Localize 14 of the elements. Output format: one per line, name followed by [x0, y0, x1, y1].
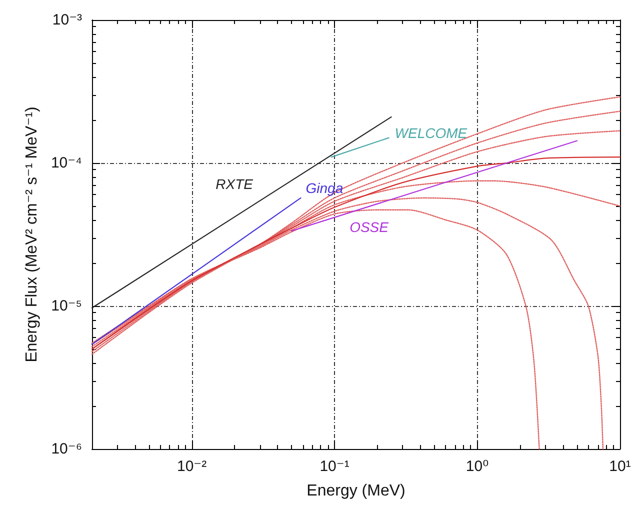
series-label: Ginga: [306, 180, 344, 196]
y-tick-label: 10⁻⁵: [51, 298, 82, 314]
x-axis-title: Energy (MeV): [306, 482, 406, 500]
x-tick-label: 10⁰: [466, 458, 489, 475]
x-tick-label: 10¹: [609, 458, 631, 475]
y-tick-label: 10⁻⁶: [51, 440, 82, 458]
x-tick-label: 10⁻¹: [320, 458, 350, 475]
y-tick-label: 10⁻⁴: [50, 154, 82, 172]
x-tick-label: 10⁻²: [176, 458, 207, 475]
series-label: RXTE: [216, 176, 254, 192]
series-label: WELCOME: [394, 124, 468, 141]
y-axis-title: Energy Flux (MeV² cm⁻² s⁻¹ MeV⁻¹): [24, 106, 40, 362]
y-tick-label: 10⁻³: [52, 12, 82, 28]
series-label: OSSE: [350, 218, 390, 235]
